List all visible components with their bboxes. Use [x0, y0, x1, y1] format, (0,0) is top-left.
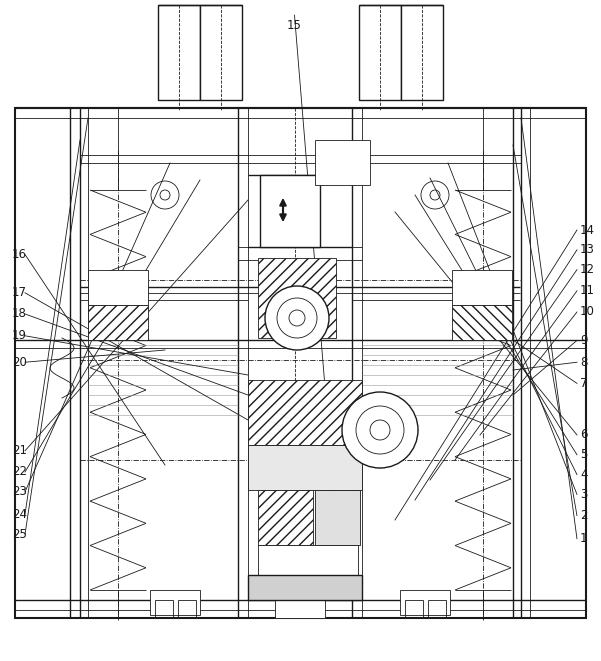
Bar: [248, 445, 362, 490]
Text: 25: 25: [12, 527, 27, 541]
Bar: [452, 305, 512, 340]
Bar: [400, 590, 450, 615]
Text: 7: 7: [580, 377, 587, 390]
Bar: [155, 600, 173, 618]
Text: 20: 20: [12, 356, 27, 369]
Text: 16: 16: [12, 248, 27, 261]
Text: 2: 2: [580, 509, 587, 522]
Text: 8: 8: [580, 356, 587, 369]
Text: 18: 18: [12, 307, 27, 321]
Text: 6: 6: [580, 428, 587, 442]
Circle shape: [265, 286, 329, 350]
Text: 13: 13: [580, 243, 595, 256]
Text: 14: 14: [580, 223, 595, 237]
Bar: [401, 5, 443, 100]
Bar: [315, 140, 370, 185]
Bar: [248, 380, 362, 445]
Text: 23: 23: [12, 485, 27, 498]
Bar: [258, 258, 336, 338]
Bar: [158, 5, 200, 100]
Text: 4: 4: [580, 468, 587, 481]
Text: 21: 21: [12, 444, 27, 457]
Text: 24: 24: [12, 508, 27, 521]
Bar: [15, 108, 586, 618]
Bar: [248, 575, 362, 600]
Text: 1: 1: [580, 532, 587, 545]
Bar: [150, 590, 200, 615]
Bar: [275, 590, 325, 618]
Text: 12: 12: [580, 263, 595, 276]
Text: 15: 15: [287, 19, 302, 32]
Bar: [428, 600, 446, 618]
Bar: [452, 270, 512, 305]
Circle shape: [342, 392, 418, 468]
Bar: [88, 270, 148, 305]
Text: 10: 10: [580, 305, 595, 319]
Bar: [260, 175, 320, 247]
Bar: [178, 600, 196, 618]
Bar: [315, 490, 360, 545]
Bar: [200, 5, 242, 100]
Text: 17: 17: [12, 286, 27, 299]
Text: 9: 9: [580, 334, 587, 347]
Text: 3: 3: [580, 488, 587, 501]
Text: 22: 22: [12, 465, 27, 479]
Bar: [258, 545, 358, 575]
Bar: [88, 305, 148, 340]
Bar: [359, 5, 401, 100]
Text: 11: 11: [580, 284, 595, 297]
Text: 19: 19: [12, 329, 27, 342]
Bar: [258, 490, 313, 545]
Text: 5: 5: [580, 448, 587, 461]
Bar: [405, 600, 423, 618]
